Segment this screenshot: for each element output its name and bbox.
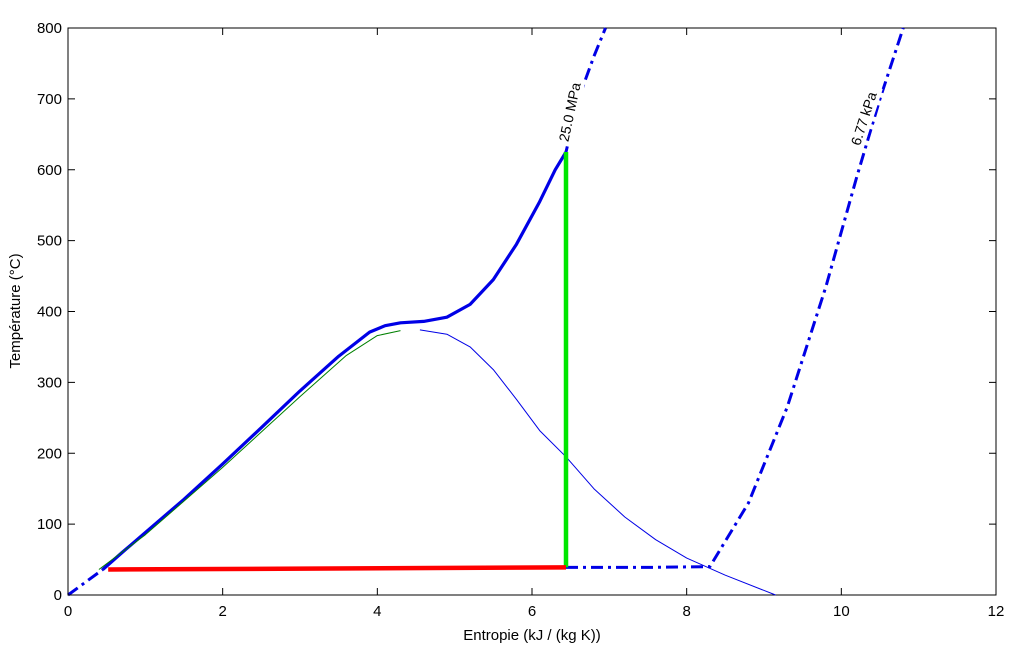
plot-area <box>67 27 997 596</box>
x-tick-label: 4 <box>373 603 381 620</box>
annotation-bg <box>844 83 883 154</box>
series-liquid-line <box>98 330 401 570</box>
x-axis-title: Entropie (kJ / (kg K)) <box>463 627 601 644</box>
y-tick-label: 200 <box>37 445 62 462</box>
y-axis-title: Température (°C) <box>7 253 24 368</box>
series-isobar-25mpa-solid <box>101 151 568 571</box>
series-isobar-677kpa <box>566 27 905 569</box>
y-tick-label: 500 <box>37 233 62 250</box>
y-tick-label: 600 <box>37 162 62 179</box>
annotation-bg <box>553 76 586 148</box>
series-condensation <box>108 565 567 572</box>
x-tick-label: 0 <box>64 603 72 620</box>
y-tick-label: 0 <box>54 587 62 604</box>
y-tick-label: 100 <box>37 516 62 533</box>
y-tick-label: 300 <box>37 374 62 391</box>
y-tick-label: 800 <box>37 20 62 37</box>
x-tick-label: 12 <box>988 603 1005 620</box>
x-tick-label: 6 <box>528 603 536 620</box>
x-tick-label: 10 <box>833 603 850 620</box>
y-tick-label: 700 <box>37 91 62 108</box>
ticks-layer: 0 2 4 6 8 10 12 0 100 200 300 400 500 600 700 800 <box>37 20 1004 620</box>
x-tick-label: 2 <box>218 603 226 620</box>
x-tick-label: 8 <box>682 603 690 620</box>
y-tick-label: 400 <box>37 304 62 321</box>
